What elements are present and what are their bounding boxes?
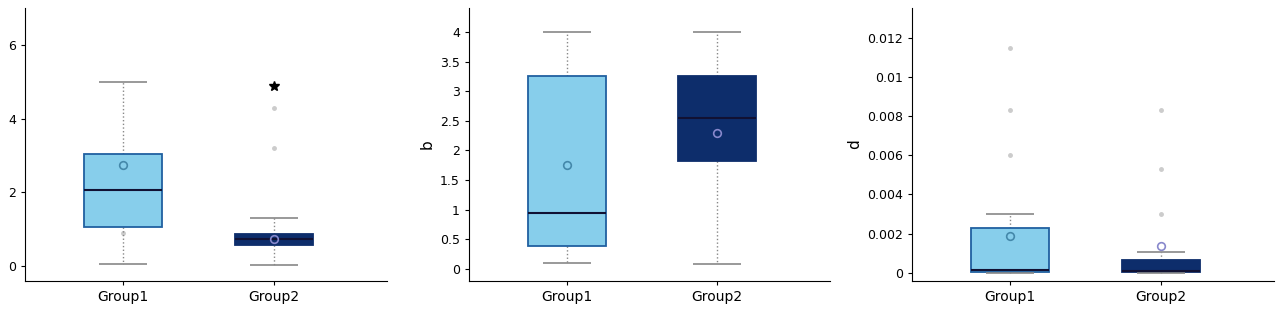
- FancyBboxPatch shape: [528, 76, 606, 246]
- FancyBboxPatch shape: [970, 228, 1050, 272]
- FancyBboxPatch shape: [85, 154, 163, 227]
- Y-axis label: b: b: [419, 139, 435, 149]
- Y-axis label: d: d: [847, 139, 862, 149]
- FancyBboxPatch shape: [678, 76, 756, 161]
- FancyBboxPatch shape: [1122, 260, 1200, 272]
- FancyBboxPatch shape: [235, 234, 313, 245]
